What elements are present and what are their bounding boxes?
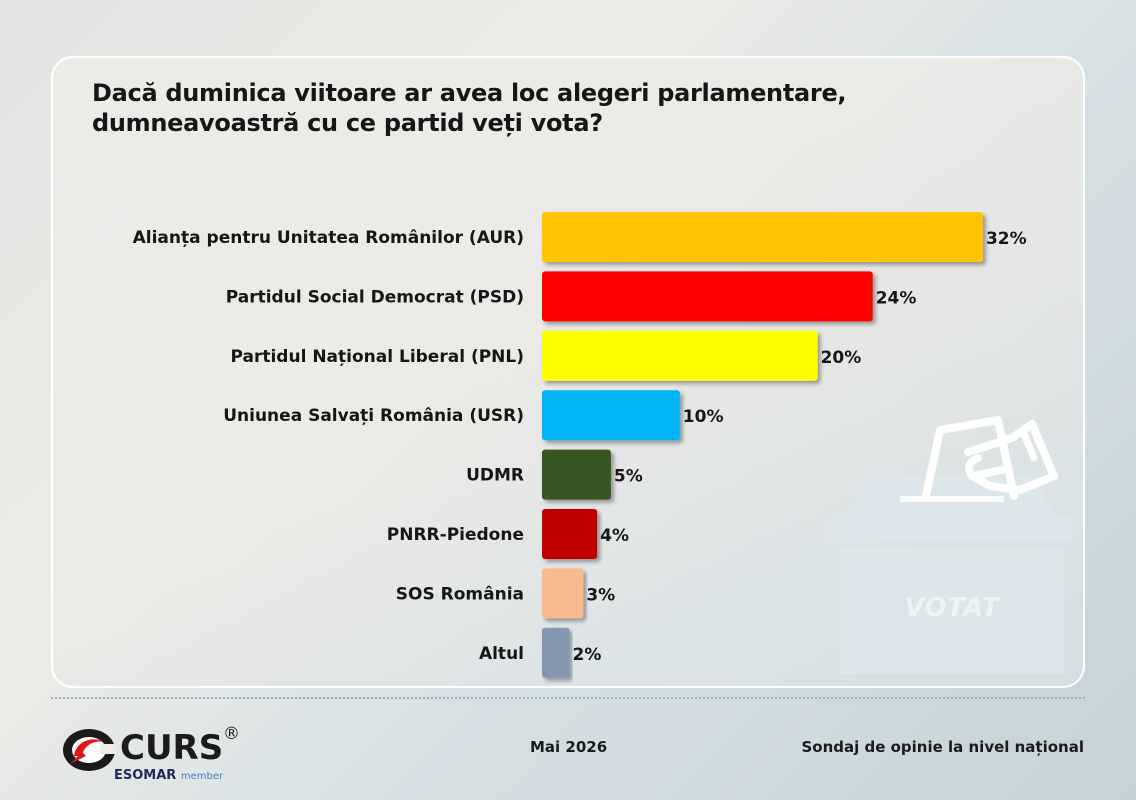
category-label-6: SOS România [396,584,524,604]
bar-2 [542,330,818,381]
category-label-0: Alianța pentru Unitatea Românilor (AUR) [133,228,524,248]
survey-date: Mai 2026 [530,738,608,756]
value-label-1: 24% [876,288,917,308]
category-label-3: Uniunea Salvați România (USR) [223,406,524,426]
bar-6 [542,568,584,619]
category-label-4: UDMR [466,466,524,486]
esomar-member-badge: ESOMAR member [114,768,223,783]
chart-title-line-2: dumneavoastră cu ce partid veți vota? [92,109,603,137]
value-label-0: 32% [986,229,1027,249]
registered-mark: ® [223,724,240,744]
category-label-5: PNRR-Piedone [387,525,524,545]
value-label-7: 2% [573,645,602,665]
category-label-7: Altul [479,644,524,664]
bar-5 [542,509,598,559]
chart-title: Dacă duminica viitoare ar avea loc alege… [92,78,992,138]
ballot-votat-label: VOTAT [904,593,1000,623]
value-label-4: 5% [614,467,643,487]
bar-chart: Alianța pentru Unitatea Românilor (AUR) 3… [133,212,1027,678]
value-label-2: 20% [821,348,862,368]
esomar-text: ESOMAR [114,768,177,783]
esomar-member-text: member [180,771,224,782]
curs-logo: CURS ® ESOMAR member [58,722,258,792]
ballot-box-icon [830,416,1072,674]
category-label-2: Partidul Național Liberal (PNL) [231,347,525,367]
curs-logo-mark [63,729,116,771]
bar-4 [542,449,611,500]
chart-title-line-1: Dacă duminica viitoare ar avea loc alege… [92,79,847,107]
bar-1 [542,271,873,322]
category-label-1: Partidul Social Democrat (PSD) [226,287,524,307]
bar-3 [542,390,680,441]
survey-source: Sondaj de opinie la nivel național [801,738,1084,756]
curs-logo-text: CURS [120,728,224,768]
value-label-3: 10% [683,407,724,427]
value-label-5: 4% [600,526,629,546]
footer-divider [51,697,1085,699]
value-label-6: 3% [586,585,615,605]
bar-7 [542,627,570,678]
bar-0 [542,212,983,262]
